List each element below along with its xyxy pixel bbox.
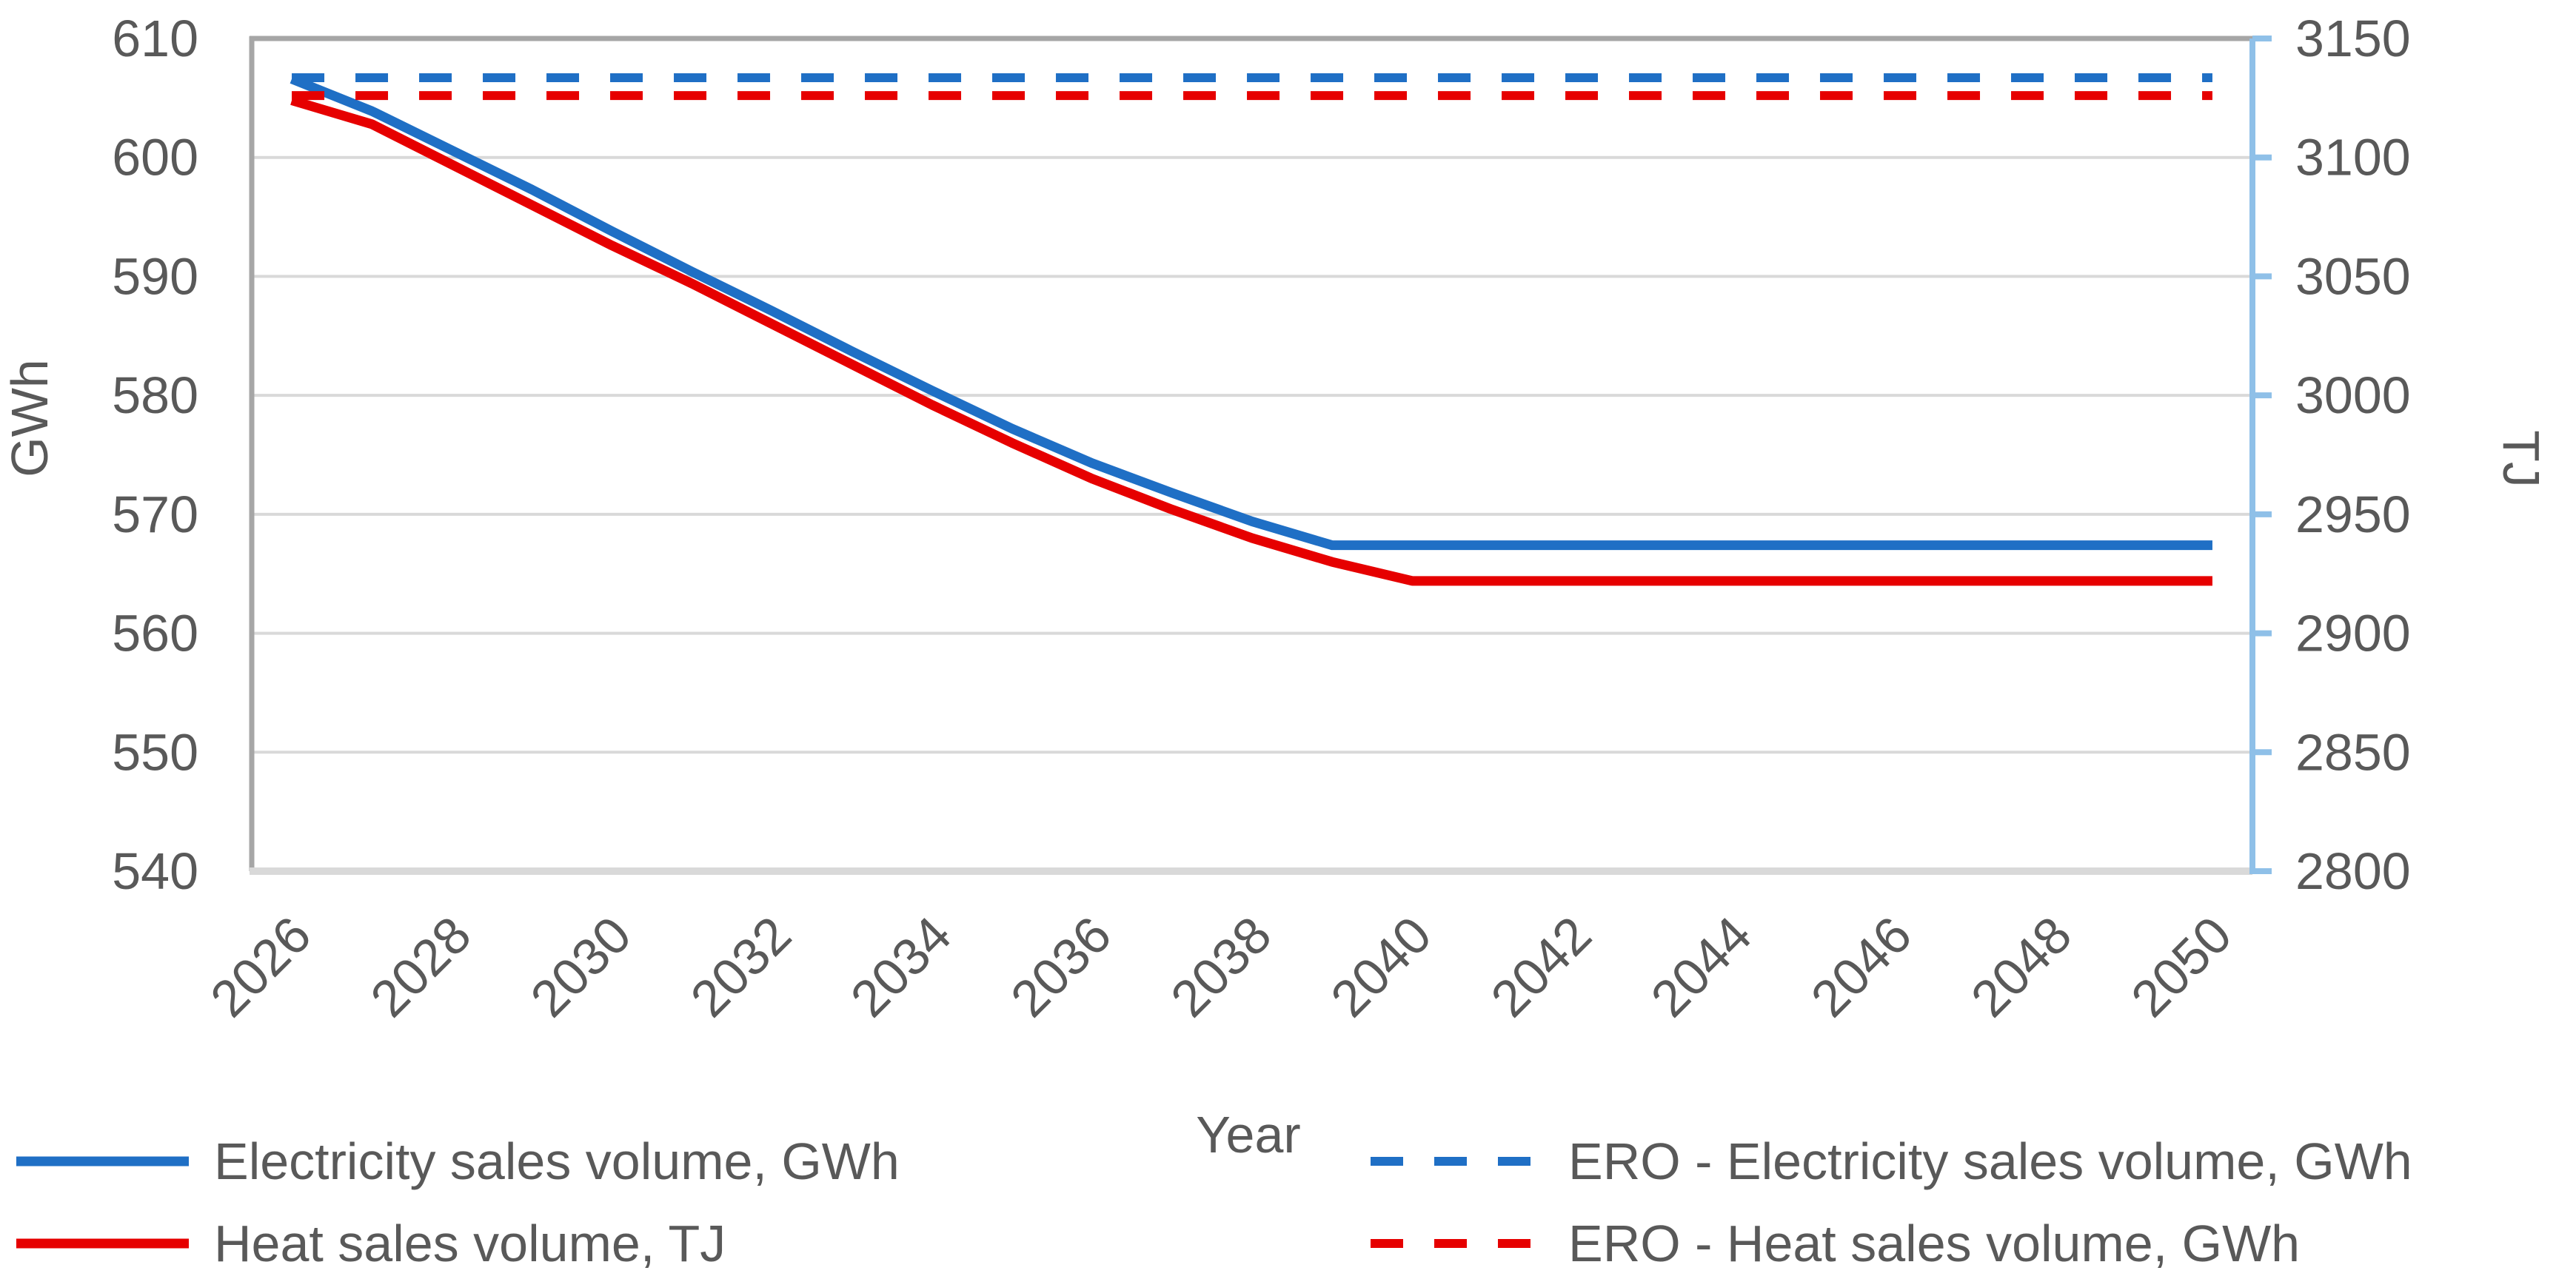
- right-tick-label: 2900: [2295, 605, 2411, 662]
- x-tick-label: 2044: [1640, 905, 1762, 1027]
- right-tick-label: 3100: [2295, 129, 2411, 187]
- legend-swatch-solid-blue-line: [16, 1156, 189, 1166]
- legend-label: Electricity sales volume, GWh: [214, 1132, 900, 1190]
- legend-label: ERO - Heat sales volume, GWh: [1568, 1215, 2301, 1272]
- left-tick-label: 580: [112, 366, 198, 424]
- left-tick-label: 560: [112, 605, 198, 662]
- left-tick-label: 550: [112, 723, 198, 781]
- legend-item-electricity: Electricity sales volume, GWh: [16, 1130, 900, 1192]
- right-tick-label: 3000: [2295, 366, 2411, 424]
- legend-item-ero-electricity: ERO - Electricity sales volume, GWh: [1371, 1130, 2412, 1192]
- x-axis-title: Year: [1196, 1106, 1301, 1164]
- x-tick-label: 2032: [680, 905, 802, 1027]
- x-tick-label: 2038: [1160, 905, 1282, 1027]
- legend-swatch-dashed-blue-line: [1371, 1157, 1543, 1166]
- left-axis-title: GWh: [1, 359, 58, 477]
- x-tick-label: 2026: [199, 905, 321, 1027]
- legend-label: ERO - Electricity sales volume, GWh: [1568, 1132, 2412, 1190]
- x-tick-label: 2040: [1319, 905, 1442, 1027]
- x-tick-label: 2048: [1960, 905, 2082, 1027]
- x-tick-label: 2028: [360, 905, 482, 1027]
- x-tick-label: 2030: [520, 905, 642, 1027]
- left-tick-label: 610: [112, 10, 198, 67]
- legend-item-heat: Heat sales volume, TJ: [16, 1212, 726, 1275]
- right-tick-label: 3050: [2295, 247, 2411, 305]
- x-tick-label: 2050: [2120, 905, 2242, 1027]
- left-tick-label: 570: [112, 486, 198, 543]
- left-tick-label: 600: [112, 129, 198, 187]
- series-line-0: [290, 74, 2212, 551]
- legend-swatch-solid-red-line: [16, 1238, 189, 1249]
- right-tick-label: 2800: [2295, 842, 2411, 900]
- x-tick-label: 2046: [1800, 905, 1922, 1027]
- legend-swatch-dashed-red-line: [1371, 1239, 1543, 1248]
- x-tick-label: 2034: [840, 905, 962, 1027]
- right-axis-title: TJ: [2492, 430, 2550, 488]
- x-tick-label: 2042: [1480, 905, 1602, 1027]
- legend-item-ero-heat: ERO - Heat sales volume, GWh: [1371, 1212, 2300, 1275]
- right-tick-label: 2850: [2295, 723, 2411, 781]
- legend-label: Heat sales volume, TJ: [214, 1215, 726, 1272]
- right-tick-label: 2950: [2295, 486, 2411, 543]
- left-tick-label: 540: [112, 842, 198, 900]
- left-tick-label: 590: [112, 247, 198, 305]
- right-tick-label: 3150: [2295, 10, 2411, 67]
- series-line-1: [290, 95, 2212, 586]
- x-tick-label: 2036: [1000, 905, 1122, 1027]
